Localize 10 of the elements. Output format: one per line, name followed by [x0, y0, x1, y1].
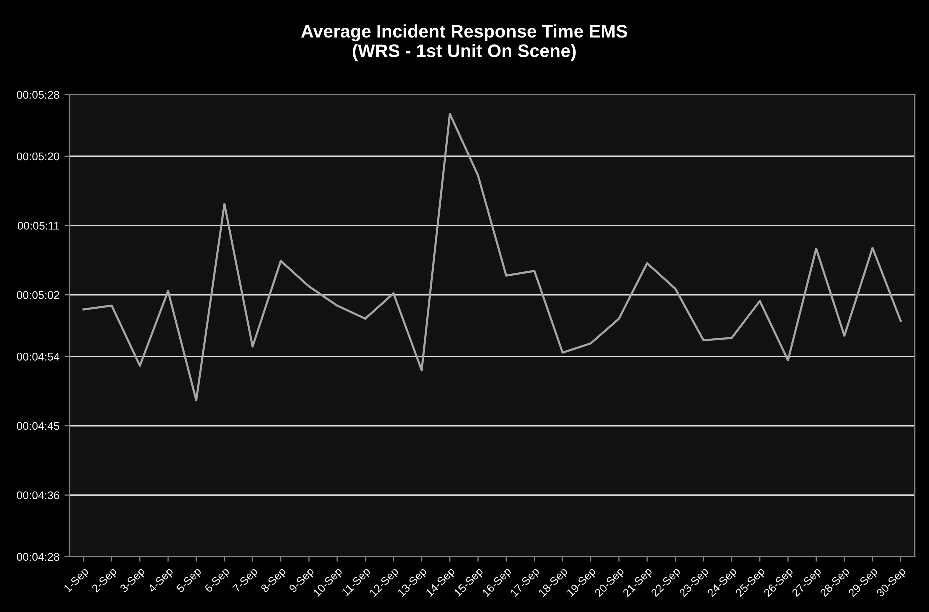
y-tick-label: 00:05:11	[18, 222, 60, 230]
line-series	[82, 113, 902, 402]
y-tick-label: 00:04:45	[17, 422, 60, 430]
y-tick-label: 00:04:36	[17, 492, 60, 500]
y-tick-label: 00:04:54	[17, 352, 60, 361]
y-tick-label: 00:05:02	[17, 291, 60, 300]
chart-title: Average Incident Response Time EMS (WRS - 1st Unit On Scene)	[301, 24, 628, 62]
y-tick-label: 00:05:28	[17, 91, 60, 99]
y-tick-label: 00:04:28	[17, 553, 60, 562]
y-tick-label: 00:05:20	[17, 152, 60, 161]
